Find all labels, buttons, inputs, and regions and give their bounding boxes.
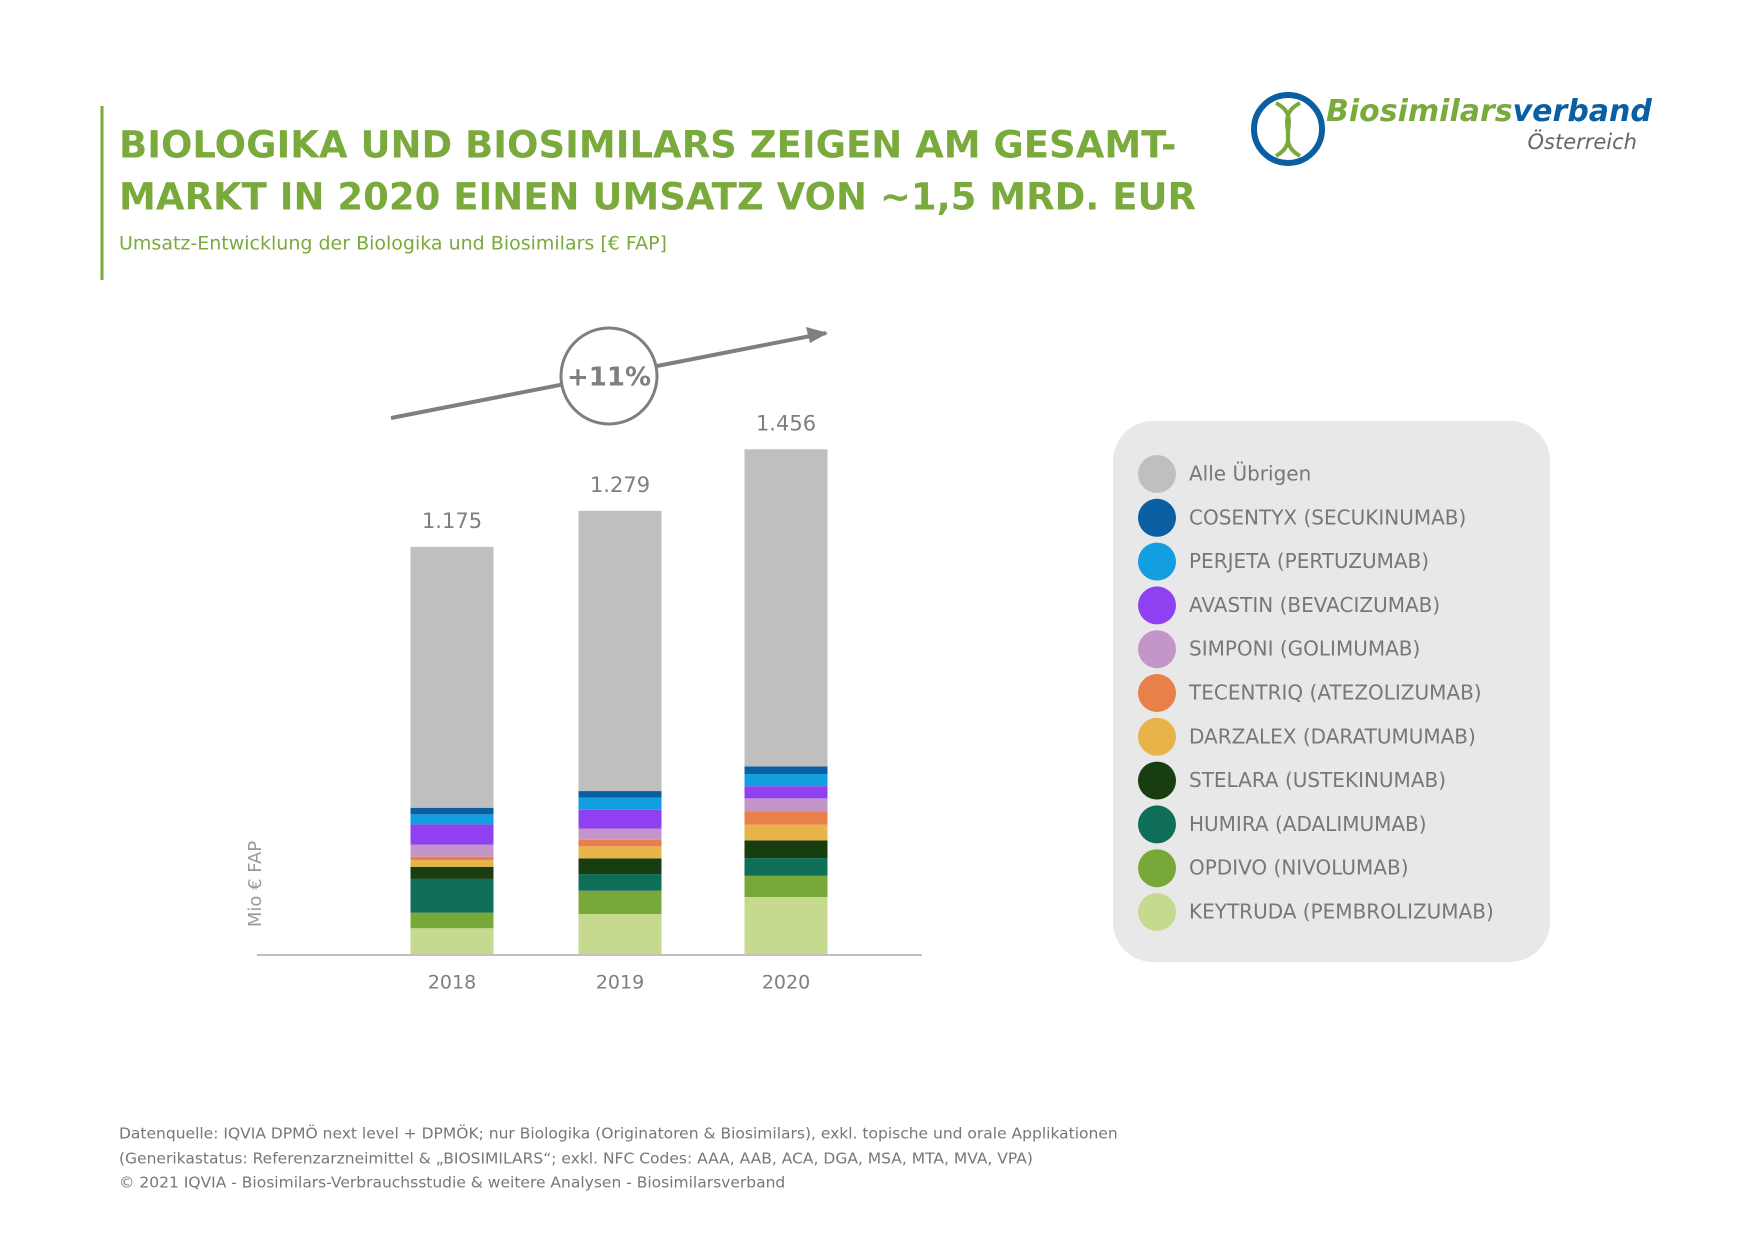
- bar-segment: [578, 791, 662, 798]
- bar-segment: [578, 839, 662, 847]
- bar-segment: [744, 449, 828, 767]
- chart-title-line: MARKT IN 2020 EINEN UMSATZ VON ~1,5 MRD.…: [119, 176, 1196, 219]
- x-tick-label: 2019: [596, 972, 644, 994]
- bar-segment: [744, 766, 828, 775]
- bar-segment: [410, 866, 494, 879]
- legend-label: AVASTIN (BEVACIZUMAB): [1189, 593, 1440, 617]
- bar-segment: [410, 928, 494, 955]
- bar-segment: [578, 797, 662, 810]
- bar-segment: [578, 809, 662, 829]
- legend-swatch: [1138, 717, 1176, 756]
- legend-swatch: [1138, 805, 1176, 844]
- legend-box: [1113, 421, 1550, 962]
- legend-swatch: [1138, 542, 1176, 581]
- footer-line: Datenquelle: IQVIA DPMÖ next level + DPM…: [119, 1124, 1118, 1143]
- bar-segment: [744, 798, 828, 812]
- bar-segment: [410, 546, 494, 808]
- bar-segment: [410, 878, 494, 913]
- bar-segment: [744, 811, 828, 825]
- legend-label: PERJETA (PERTUZUMAB): [1189, 549, 1429, 573]
- legend-swatch: [1138, 849, 1176, 888]
- bar-segment: [744, 896, 828, 955]
- chart-subtitle: Umsatz-Entwicklung der Biologika und Bio…: [119, 233, 667, 255]
- legend-swatch: [1138, 498, 1176, 537]
- logo-name: Biosimilarsverband: [1326, 94, 1652, 129]
- bar-segment: [578, 858, 662, 875]
- bar-segment: [744, 875, 828, 897]
- legend-label: Alle Übrigen: [1189, 462, 1311, 486]
- bar-segment: [744, 774, 828, 787]
- legend-label: SIMPONI (GOLIMUMAB): [1189, 637, 1420, 661]
- footer-line: © 2021 IQVIA - Biosimilars-Verbrauchsstu…: [119, 1174, 785, 1192]
- total-label: 1.456: [756, 411, 816, 435]
- logo-region: Österreich: [1527, 129, 1637, 154]
- chart-title-line: BIOLOGIKA UND BIOSIMILARS ZEIGEN AM GESA…: [119, 124, 1176, 167]
- arrow-head: [806, 327, 828, 343]
- growth-annotation: +11%: [567, 363, 651, 393]
- bar-segment: [410, 844, 494, 857]
- logo-name-part: Biosimilars: [1326, 94, 1513, 129]
- growth-circle: [559, 326, 659, 426]
- legend-label: COSENTYX (SECUKINUMAB): [1189, 505, 1466, 529]
- bar-segment: [578, 890, 662, 915]
- total-label: 1.175: [422, 509, 482, 533]
- logo-name-part: verband: [1513, 94, 1653, 129]
- bar-segment: [410, 807, 494, 815]
- legend-label: HUMIRA (ADALIMUMAB): [1189, 812, 1427, 836]
- legend-label: DARZALEX (DARATUMUMAB): [1189, 724, 1476, 748]
- legend-label: OPDIVO (NIVOLUMAB): [1189, 856, 1409, 880]
- legend-label: STELARA (USTEKINUMAB): [1189, 768, 1446, 792]
- logo: Biosimilarsverband Österreich: [1251, 92, 1652, 166]
- bar-segment: [744, 786, 828, 799]
- y-axis-label: Mio € FAP: [245, 841, 266, 927]
- legend-label: TECENTRIQ (ATEZOLIZUMAB): [1188, 681, 1482, 705]
- x-tick-label: 2020: [762, 972, 810, 994]
- bar-segment: [578, 828, 662, 840]
- bar-segment: [410, 912, 494, 929]
- bar-segment: [744, 824, 828, 841]
- bar-segment: [744, 840, 828, 859]
- x-tick-label: 2018: [428, 972, 476, 994]
- legend-swatch: [1138, 630, 1176, 669]
- logo-helix: [1274, 101, 1302, 158]
- legend-swatch: [1138, 586, 1176, 625]
- logo-ring: [1251, 92, 1325, 166]
- footer-line: (Generikastatus: Referenzarzneimittel & …: [119, 1150, 1033, 1168]
- bar-segment: [578, 846, 662, 859]
- bar-segment: [410, 856, 494, 861]
- legend-label: KEYTRUDA (PEMBROLIZUMAB): [1189, 900, 1494, 924]
- bar-segment: [578, 510, 662, 792]
- bar-segment: [410, 824, 494, 845]
- bar-segment: [578, 874, 662, 891]
- bar-segment: [410, 814, 494, 825]
- plot: 1.175 2018 1.279 2019 1.456 2020 KEYTRUDA (PEM…: [257, 411, 1494, 994]
- bar-segment: [410, 860, 494, 867]
- legend-swatch: [1138, 893, 1176, 931]
- bar-segment: [744, 858, 828, 876]
- legend-swatch: [1138, 761, 1176, 800]
- total-label: 1.279: [590, 473, 650, 497]
- legend-swatch: [1138, 455, 1176, 493]
- legend-swatch: [1138, 674, 1176, 712]
- bar-segment: [578, 914, 662, 955]
